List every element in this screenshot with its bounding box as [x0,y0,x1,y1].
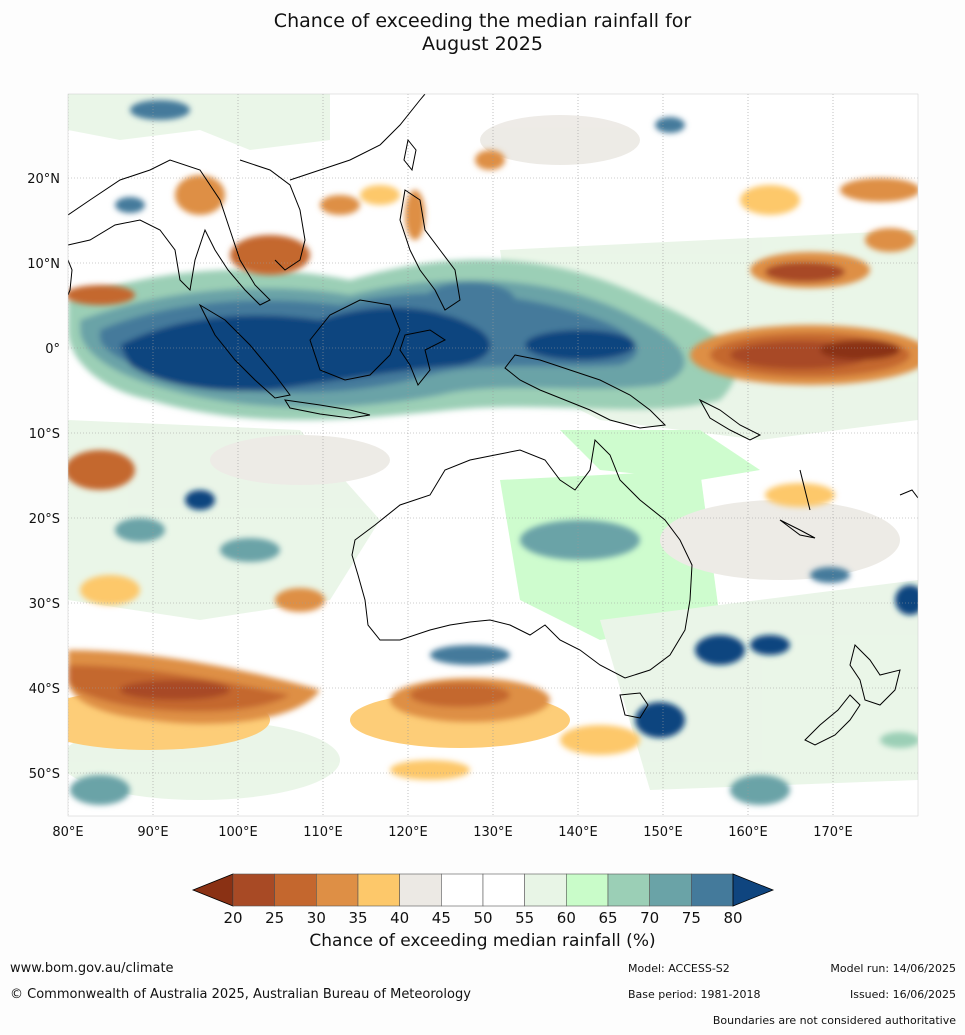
new-caledonia-coastline [779,519,816,539]
colorbar-segment [399,873,442,907]
map-title: Chance of exceeding the median rainfall … [0,10,965,56]
lat-label: 40°S [29,682,60,697]
colorbar-segments [232,873,734,907]
colorbar-segment [441,873,484,907]
colorbar-tick-label: 20 [223,909,242,927]
colorbar-segment [691,873,734,907]
colorbar-tick-label: 70 [640,909,659,927]
new-zealand-north-coastline [849,644,901,706]
colorbar-segment [607,873,650,907]
taiwan-coastline [403,138,417,172]
website-link[interactable]: www.bom.gov.au/climate [10,961,174,976]
lon-label: 80°E [52,825,83,840]
tasmania-coastline [619,692,649,719]
boundaries-note: Boundaries are not considered authoritat… [712,1014,956,1027]
colorbar-segment [357,873,400,907]
map-frame [67,93,919,817]
se-asia-coastline [68,159,271,306]
model-text: Model: ACCESS-S2 [628,962,730,975]
lat-label: 30°S [29,597,60,612]
vanuatu-coastline [799,469,811,511]
colorbar-under-arrow [191,873,234,907]
gridlines [68,94,918,816]
colorbar-tick-label: 65 [598,909,617,927]
borneo-coastline [309,299,401,381]
base-period-text: Base period: 1981-2018 [628,988,761,1001]
lon-label: 100°E [218,825,258,840]
lon-label: 130°E [473,825,513,840]
colorbar-segment [566,873,609,907]
colorbar-tick-label: 50 [473,909,492,927]
lat-label: 0° [45,342,60,357]
colorbar-tick-label: 75 [682,909,701,927]
colorbar-segment [274,873,317,907]
lon-label: 90°E [137,825,168,840]
sumatra-coastline [198,303,291,399]
lon-label: 140°E [558,825,598,840]
vietnam-coastline [239,159,306,271]
colorbar-segment [482,873,525,907]
colorbar-tick-label: 55 [515,909,534,927]
model-run-text: Model run: 14/06/2025 [830,962,956,975]
sulawesi-coastline [399,329,446,386]
colorbar-segment [649,873,692,907]
new-guinea-coastline [504,354,667,429]
solomon-islands-coastline [698,398,762,441]
coastlines [68,94,918,746]
colorbar-label: Chance of exceeding median rainfall (%) [309,931,656,951]
lat-label: 20°S [29,512,60,527]
lat-label: 10°N [27,257,60,272]
colorbar-tick-label: 45 [432,909,451,927]
lon-label: 110°E [303,825,343,840]
lon-label: 120°E [388,825,428,840]
colorbar-tick-label: 80 [723,909,742,927]
copyright-text: © Commonwealth of Australia 2025, Austra… [10,987,471,1002]
lon-label: 160°E [728,825,768,840]
lon-label: 150°E [643,825,683,840]
latitude-labels: 20°N 10°N 0° 10°S 20°S 30°S 40°S 50°S [27,172,60,782]
colorbar-over-arrow [732,873,775,907]
sri-lanka-coastline [68,259,73,296]
longitude-labels: 80°E 90°E 100°E 110°E 120°E 130°E 140°E … [52,825,852,840]
philippines-coastline [399,189,461,311]
colorbar-ticks: 20 25 30 35 40 45 50 55 60 65 70 75 80 [223,909,742,927]
china-coastline [289,94,426,181]
colorbar-tick-label: 40 [390,909,409,927]
new-zealand-south-coastline [804,694,861,746]
colorbar-tick-label: 25 [265,909,284,927]
lon-label: 170°E [813,825,853,840]
issued-text: Issued: 16/06/2025 [849,988,956,1001]
colorbar-segment [232,873,275,907]
rainfall-probability-field [68,94,918,805]
lat-label: 20°N [27,172,60,187]
title-line-1: Chance of exceeding the median rainfall … [273,10,692,32]
colorbar-segment [524,873,567,907]
lat-label: 10°S [29,427,60,442]
australia-coastline [351,438,693,679]
colorbar: 20 25 30 35 40 45 50 55 60 65 70 75 80 [191,873,775,927]
colorbar-tick-label: 35 [348,909,367,927]
java-coastline [284,399,371,419]
colorbar-tick-label: 60 [557,909,576,927]
fiji-coastline [899,489,918,499]
colorbar-segment [316,873,359,907]
title-line-2: August 2025 [422,33,543,55]
lat-label: 50°S [29,767,60,782]
colorbar-tick-label: 30 [307,909,326,927]
